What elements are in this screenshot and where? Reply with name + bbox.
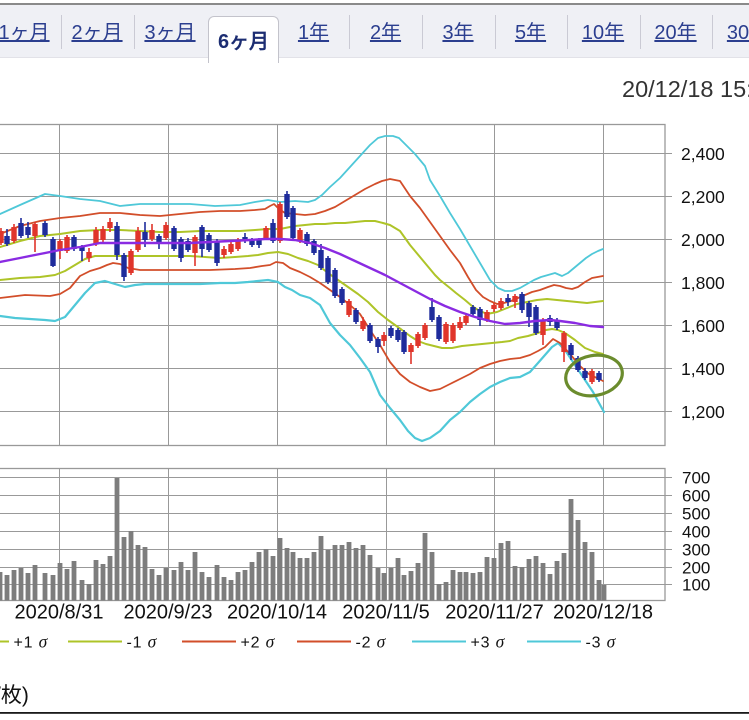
svg-text:2,000: 2,000	[681, 230, 725, 250]
svg-text:2020/9/23: 2020/9/23	[124, 602, 213, 624]
svg-text:+2 σ: +2 σ	[241, 632, 276, 652]
svg-text:300: 300	[682, 541, 710, 560]
svg-text:+1 σ: +1 σ	[14, 632, 49, 652]
svg-text:-3 σ: -3 σ	[586, 632, 617, 652]
svg-text:400: 400	[682, 523, 710, 542]
svg-text:500: 500	[682, 505, 710, 524]
svg-text:1,600: 1,600	[681, 316, 725, 336]
svg-text:2020/12/18: 2020/12/18	[553, 602, 653, 624]
svg-text:2,400: 2,400	[681, 144, 725, 164]
svg-text:600: 600	[682, 487, 710, 506]
svg-text:2020/11/5: 2020/11/5	[342, 602, 430, 624]
svg-text:2020/11/27: 2020/11/27	[445, 602, 544, 624]
svg-text:700: 700	[682, 469, 710, 488]
svg-text:-2 σ: -2 σ	[356, 632, 387, 652]
svg-text:1,400: 1,400	[681, 359, 725, 379]
svg-text:-1 σ: -1 σ	[127, 632, 158, 652]
svg-text:1,800: 1,800	[681, 273, 725, 293]
svg-text:100: 100	[682, 576, 710, 595]
svg-text:1,200: 1,200	[681, 402, 725, 422]
svg-text:2,200: 2,200	[681, 187, 725, 207]
svg-text:2020/10/14: 2020/10/14	[227, 602, 327, 624]
svg-text:+3 σ: +3 σ	[471, 632, 506, 652]
svg-text:/枚): /枚)	[0, 684, 29, 707]
svg-text:200: 200	[682, 559, 710, 578]
svg-text:2020/8/31: 2020/8/31	[15, 602, 104, 624]
